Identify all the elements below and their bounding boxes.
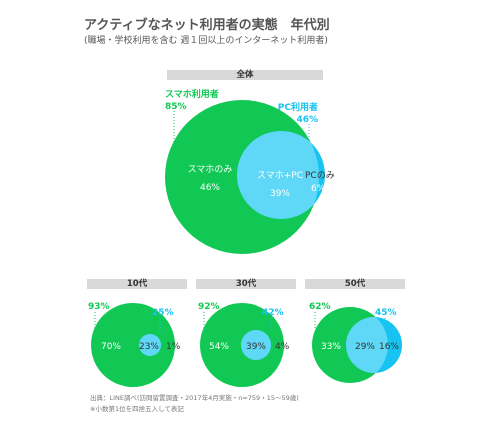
smartphone-only-value-30s: 54% bbox=[209, 342, 229, 352]
smartphone-total-10s: 93% bbox=[88, 302, 110, 312]
both-label: スマホ+PC bbox=[257, 170, 303, 181]
smartphone-only-value: 46% bbox=[200, 183, 220, 193]
page-title: アクティブなネット利用者の実態 年代別 bbox=[84, 18, 330, 33]
pc-only-value-10s: 1% bbox=[166, 342, 181, 352]
pc-only-label: PCのみ bbox=[305, 170, 335, 181]
smartphone-users-total: 85% bbox=[165, 102, 187, 112]
both-value-30s: 39% bbox=[246, 342, 266, 352]
pc-users-total: 46% bbox=[296, 115, 318, 125]
overlap-region-10s bbox=[139, 334, 161, 356]
page-subtitle: (職場・学校利用を含む 週１回以上のインターネット利用者) bbox=[84, 36, 328, 46]
pc-total-50s: 45% bbox=[375, 308, 397, 318]
pc-only-value: 6% bbox=[311, 184, 326, 194]
pc-total-30s: 42% bbox=[262, 308, 284, 318]
group-band-10s: 10代 bbox=[87, 279, 187, 289]
group-band-50s: 50代 bbox=[305, 279, 405, 289]
pc-only-value-50s: 16% bbox=[379, 342, 399, 352]
pc-only-value-30s: 4% bbox=[275, 342, 290, 352]
pc-total-10s: 25% bbox=[152, 308, 174, 318]
smartphone-users-circle-10s bbox=[91, 303, 175, 387]
group-band-all: 全体 bbox=[167, 70, 323, 80]
smartphone-total-30s: 92% bbox=[198, 302, 220, 312]
both-value-50s: 29% bbox=[355, 342, 375, 352]
overlap-region bbox=[237, 131, 319, 219]
overlap-region-50s bbox=[346, 317, 388, 373]
both-value: 39% bbox=[270, 189, 290, 199]
smartphone-only-value-50s: 33% bbox=[321, 342, 341, 352]
source-note: 出典：LINE調べ(訪問留置調査・2017年4月実施・n=759・15～59歳) bbox=[90, 394, 299, 402]
smartphone-only-value-10s: 70% bbox=[101, 342, 121, 352]
pc-users-label: PC利用者 bbox=[278, 101, 318, 113]
smartphone-only-label: スマホのみ bbox=[188, 164, 233, 175]
rounding-note: ※小数第1位を四捨五入して表記 bbox=[90, 405, 184, 413]
group-band-30s: 30代 bbox=[196, 279, 296, 289]
smartphone-users-label: スマホ利用者 bbox=[165, 88, 219, 100]
both-value-10s: 23% bbox=[139, 342, 159, 352]
smartphone-total-50s: 62% bbox=[309, 302, 331, 312]
overlap-region-30s bbox=[241, 330, 271, 360]
